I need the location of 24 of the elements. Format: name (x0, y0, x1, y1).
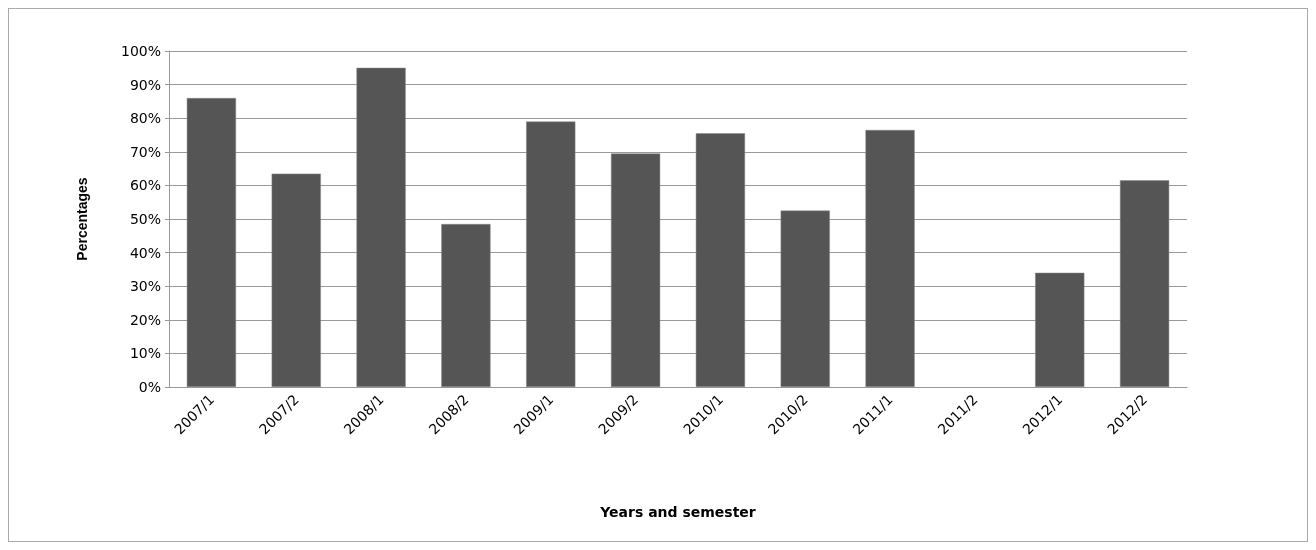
y-tick-label: 30% (129, 278, 161, 295)
y-tick-label: 0% (138, 379, 161, 395)
y-tick-label: 10% (129, 345, 161, 362)
bar (1119, 180, 1170, 387)
bar (695, 133, 746, 387)
y-tick-label: 50% (129, 211, 161, 227)
y-tick-label: 20% (129, 311, 161, 328)
y-tick-label: 100% (120, 43, 161, 59)
bar (610, 153, 661, 387)
bar (186, 98, 237, 387)
bar (780, 210, 830, 387)
bar (441, 224, 491, 387)
y-axis-title: Percentages (74, 177, 90, 261)
bar (1035, 272, 1085, 387)
bar (271, 173, 321, 387)
y-tick-label: 60% (129, 177, 161, 194)
y-tick-label: 70% (129, 143, 161, 160)
bar (356, 67, 406, 387)
bar (865, 129, 915, 387)
x-axis-title: Years and semester (599, 504, 756, 520)
y-tick-label: 80% (129, 110, 161, 127)
y-tick-label: 40% (129, 244, 161, 261)
bar (526, 121, 576, 387)
y-tick-label: 90% (129, 76, 161, 93)
